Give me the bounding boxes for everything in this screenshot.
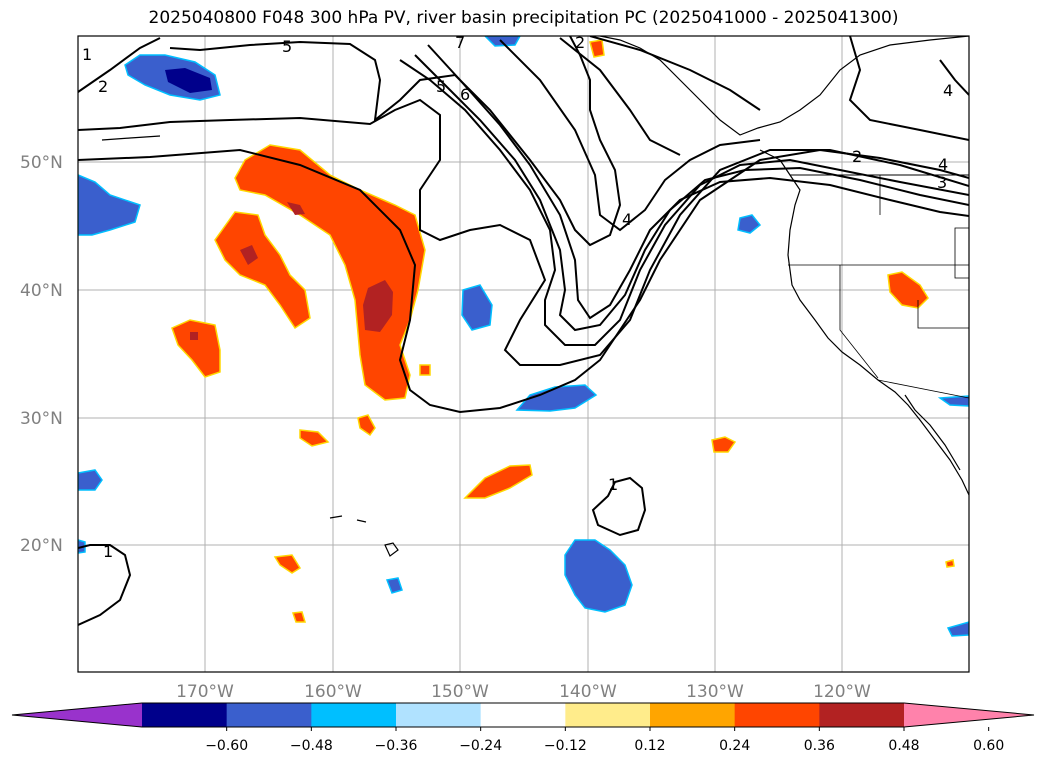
- lon-label: 140°W: [559, 682, 617, 702]
- colorbar-swatch: [480, 703, 566, 727]
- colorbar-swatch: [650, 703, 736, 727]
- colorbar-tick-label: −0.60: [205, 738, 248, 754]
- colorbar-swatch: [565, 703, 651, 727]
- lon-label: 150°W: [431, 682, 489, 702]
- lon-label: 130°W: [686, 682, 744, 702]
- colorbar-tick-label: −0.48: [290, 738, 333, 754]
- pc-blob-inland: [887, 271, 929, 309]
- lat-label: 50°N: [20, 153, 63, 173]
- pc-blob-small-6: [945, 559, 955, 568]
- coastline: [101, 36, 969, 557]
- pc-core-4: [190, 332, 198, 340]
- pc-blob-small-1: [299, 429, 330, 447]
- contour-label: 4: [943, 81, 953, 100]
- pv-contours: [78, 36, 969, 626]
- lat-label: 20°N: [20, 536, 63, 556]
- lon-label: 120°W: [813, 682, 871, 702]
- pc-core-3: [287, 202, 305, 215]
- negative-pc-shading: [78, 36, 969, 637]
- colorbar-tick-label: −0.24: [459, 738, 502, 754]
- contour-label: 2: [575, 33, 585, 52]
- colorbar-swatch: [311, 703, 397, 727]
- lat-label: 40°N: [20, 281, 63, 301]
- lon-label: 160°W: [304, 682, 362, 702]
- pc-neg-blob-west: [78, 174, 141, 236]
- contour-label: 2: [852, 147, 862, 166]
- contour-label: 1: [103, 542, 113, 561]
- colorbar-tick-label: −0.12: [544, 738, 587, 754]
- pc-neg-blob-small-3: [385, 577, 403, 594]
- contour-label: 6: [460, 85, 470, 104]
- contour-label: 2: [98, 77, 108, 96]
- pc-blob-small-3: [419, 364, 431, 376]
- contour-label: 5: [436, 77, 446, 96]
- colorbar-swatch: [396, 703, 482, 727]
- colorbar-tick-label: 0.24: [719, 738, 750, 754]
- pc-neg-blob-small-4: [937, 395, 969, 407]
- colorbar-swatch: [734, 703, 820, 727]
- pc-neg-blob-top: [483, 36, 521, 47]
- colorbar-tick-label: 0.36: [804, 738, 835, 754]
- pc-blob-small-2: [357, 414, 376, 437]
- colorbar-swatch: [226, 703, 312, 727]
- colorbar-outline: [11, 702, 1035, 728]
- pc-neg-blob-small-5: [946, 621, 969, 637]
- pc-neg-blob-small-1: [737, 214, 762, 234]
- pc-core-2: [240, 245, 258, 265]
- colorbar-tick-label: 0.12: [634, 738, 665, 754]
- pc-neg-blob-small-2: [78, 469, 103, 491]
- pc-neg-blob-band: [515, 384, 598, 412]
- colorbar-tick-label: 0.60: [973, 738, 1004, 754]
- lat-label: 30°N: [20, 409, 63, 429]
- latitude-labels: 50°N 40°N 30°N 20°N: [20, 153, 63, 556]
- contour-label: 7: [455, 33, 465, 52]
- contour-label: 1: [82, 45, 92, 64]
- longitude-labels: 170°W 160°W 150°W 140°W 130°W 120°W: [176, 682, 871, 702]
- pc-blob-small-5: [291, 611, 307, 623]
- colorbar-extend-high: [904, 703, 1034, 727]
- map-frame: [77, 35, 970, 673]
- colorbar-extend-low: [12, 703, 142, 727]
- contour-label: 1: [608, 475, 618, 494]
- lon-label: 170°W: [176, 682, 234, 702]
- contour-label: 4: [938, 155, 948, 174]
- contour-labels: 2 1 5 5 6 7 4 2 2 3 4 4 1 1: [82, 33, 953, 561]
- pc-core-1: [363, 280, 393, 332]
- contour-label: 3: [937, 173, 947, 192]
- pc-neg-core: [165, 68, 212, 93]
- colorbar: −0.60 −0.48 −0.36 −0.24 −0.12 0.12 0.24 0.36 0.4…: [11, 702, 1035, 754]
- pc-blob-north: [589, 39, 605, 58]
- pc-blob-southwest: [171, 319, 221, 378]
- pc-neg-blob-mid: [461, 284, 493, 331]
- pc-blob-subtropical: [463, 464, 533, 499]
- colorbar-swatch: [142, 703, 228, 727]
- colorbar-swatch: [819, 703, 905, 727]
- pc-neg-blob-south: [564, 539, 633, 613]
- figure-title: 2025040800 F048 300 hPa PV, river basin …: [148, 8, 899, 28]
- map-area: [78, 36, 969, 672]
- colorbar-tick-label: −0.36: [375, 738, 418, 754]
- contour-label: 5: [282, 37, 292, 56]
- pc-blob-west: [214, 211, 311, 330]
- pc-blob-small-4: [273, 554, 302, 574]
- colorbar-tick-label: 0.48: [888, 738, 919, 754]
- pc-blob-coastal: [711, 436, 737, 453]
- contour-label: 4: [622, 210, 632, 229]
